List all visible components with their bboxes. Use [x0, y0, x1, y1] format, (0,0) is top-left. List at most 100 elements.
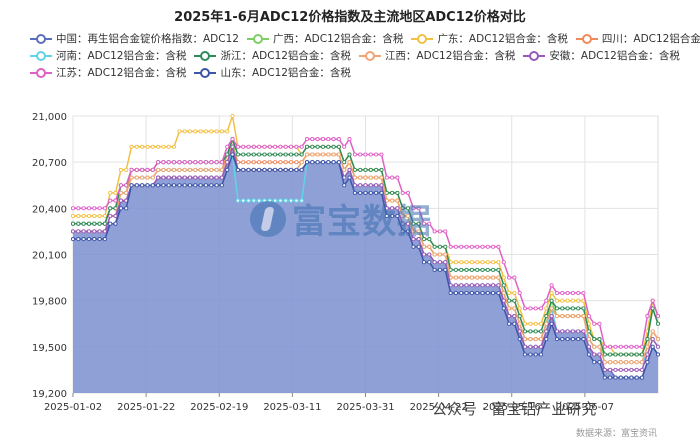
data-point	[597, 352, 602, 357]
data-point	[421, 260, 427, 265]
data-point	[97, 229, 102, 234]
data-point	[86, 229, 92, 234]
data-point	[565, 314, 570, 319]
data-point	[512, 321, 517, 326]
data-point	[390, 206, 395, 211]
data-point	[586, 337, 591, 342]
data-point	[496, 260, 501, 265]
data-point	[629, 360, 634, 365]
legend-item-guangxi[interactable]: 广西：ADC12铝合金：含税	[246, 31, 403, 46]
data-point	[320, 137, 326, 142]
data-point	[124, 206, 129, 211]
data-point	[177, 175, 182, 180]
data-point	[608, 344, 613, 349]
data-point	[209, 129, 214, 134]
data-point	[522, 329, 528, 334]
data-point	[522, 344, 528, 349]
data-point	[219, 160, 224, 165]
data-point	[288, 167, 294, 172]
data-point	[113, 221, 118, 226]
legend-label: 浙江：ADC12铝合金：含税	[220, 50, 351, 62]
data-point	[453, 275, 458, 280]
data-point	[134, 175, 139, 180]
legend-item-jiangsu[interactable]: 江苏：ADC12铝合金：含税	[30, 65, 186, 80]
legend-swatch-icon	[358, 50, 381, 61]
data-point	[379, 190, 384, 195]
data-point	[613, 375, 618, 380]
data-point	[310, 152, 315, 157]
data-point	[294, 144, 299, 149]
data-point	[618, 360, 623, 365]
data-point	[230, 113, 235, 119]
data-point	[235, 144, 240, 149]
legend-item-zhejiang[interactable]: 浙江：ADC12铝合金：含税	[194, 48, 351, 63]
data-point	[608, 367, 613, 372]
data-point	[209, 183, 214, 188]
x-tick-label: 2025-01-02	[44, 402, 102, 413]
data-point	[538, 352, 544, 357]
data-point	[225, 129, 230, 134]
data-point	[554, 290, 560, 296]
data-point	[432, 229, 437, 234]
data-point	[246, 167, 251, 172]
data-point	[278, 144, 283, 149]
data-point	[443, 267, 448, 272]
data-point	[411, 206, 416, 211]
legend-item-henan[interactable]: 河南：ADC12铝合金：含税	[30, 48, 186, 63]
x-tick-label: 2025-03-31	[336, 402, 394, 413]
data-point	[480, 244, 485, 249]
legend-row-1: 中国：再生铝合金锭价格指数：ADC12 广西：ADC12铝合金：含税 广东：AD…	[30, 30, 700, 47]
data-point	[257, 152, 262, 157]
data-point	[650, 298, 655, 303]
x-tick-label: 2025-05-16	[483, 402, 541, 413]
data-point	[140, 175, 145, 180]
data-point	[198, 183, 203, 188]
data-point	[92, 213, 97, 219]
data-point	[448, 290, 453, 296]
data-point	[437, 229, 443, 234]
legend-item-anhui[interactable]: 安徽：ADC12铝合金：含税	[523, 48, 680, 63]
data-point	[352, 167, 357, 172]
data-point	[246, 160, 251, 165]
data-point	[288, 144, 294, 149]
data-point	[310, 144, 315, 149]
legend-item-guangdong[interactable]: 广东：ADC12铝合金：含税	[411, 31, 568, 46]
data-point	[235, 152, 240, 157]
y-tick-label: 19,200	[32, 389, 67, 400]
data-point	[501, 283, 506, 288]
data-point	[459, 260, 464, 265]
legend-swatch-icon	[30, 67, 52, 78]
data-point	[363, 175, 368, 180]
legend-item-china[interactable]: 中国：再生铝合金锭价格指数：ADC12	[30, 31, 239, 46]
data-point	[241, 152, 246, 157]
data-point	[549, 314, 554, 319]
data-point	[326, 160, 331, 165]
data-point	[464, 283, 469, 288]
data-point	[645, 352, 650, 357]
data-point	[597, 321, 602, 326]
data-point	[501, 298, 506, 303]
data-point	[576, 314, 581, 319]
data-point	[150, 183, 155, 188]
data-point	[475, 283, 480, 288]
data-point	[246, 198, 251, 203]
data-point	[326, 152, 331, 157]
data-point	[230, 137, 235, 142]
legend-swatch-icon	[411, 33, 434, 44]
data-point	[443, 229, 448, 234]
legend-swatch-icon	[575, 33, 598, 44]
legend-item-sichuan[interactable]: 四川：ADC12铝合金：含税	[575, 31, 700, 46]
data-point	[145, 167, 150, 172]
data-point	[411, 237, 416, 242]
data-point	[97, 237, 102, 242]
data-point	[533, 321, 538, 326]
data-point	[214, 167, 219, 172]
data-point	[230, 144, 235, 149]
legend-item-jiangxi[interactable]: 江西：ADC12铝合金：含税	[358, 48, 515, 63]
data-point	[374, 190, 379, 195]
data-point	[283, 160, 288, 165]
data-point	[108, 206, 113, 211]
data-point	[554, 298, 560, 303]
legend-item-shandong[interactable]: 山东：ADC12铝合金：含税	[194, 65, 351, 80]
data-point	[639, 352, 645, 357]
